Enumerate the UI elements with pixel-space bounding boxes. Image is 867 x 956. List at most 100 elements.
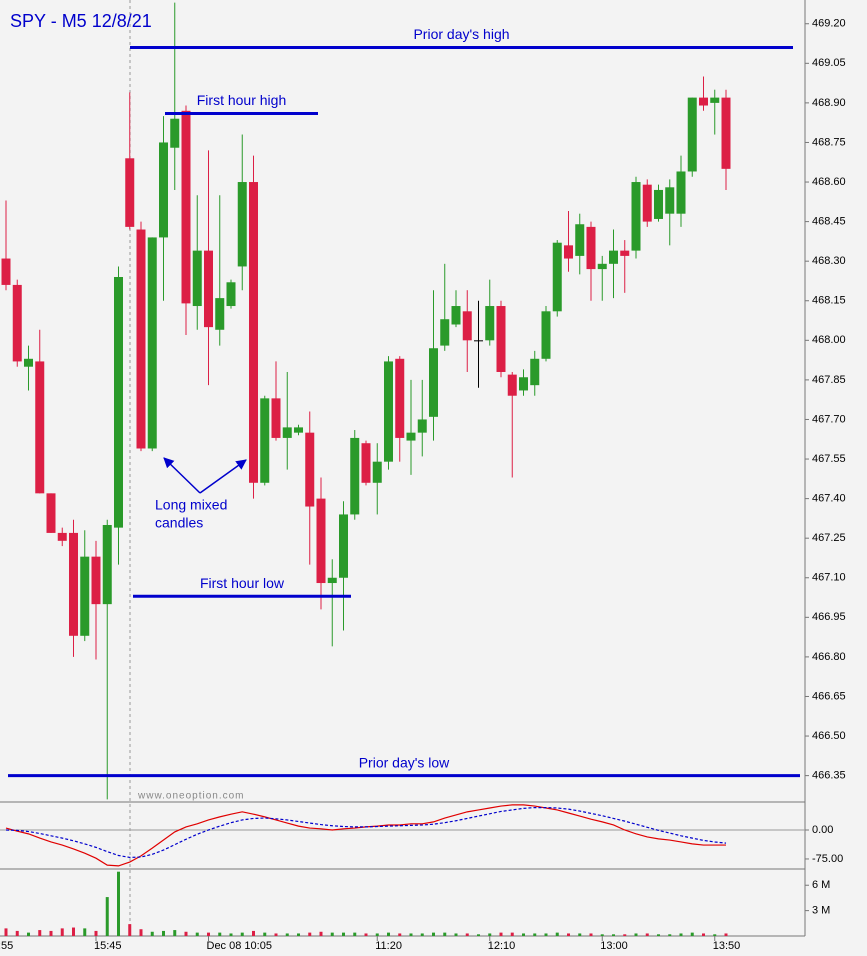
y-tick-label: 467.10: [812, 572, 846, 584]
volume-bar: [72, 927, 75, 936]
volume-bar: [195, 932, 199, 936]
candle-body: [564, 245, 573, 259]
volume-bar: [27, 932, 30, 936]
volume-bar: [330, 932, 334, 936]
y-tick-label: 468.30: [812, 255, 846, 267]
y-tick-label: 466.50: [812, 730, 846, 742]
volume-bar: [4, 928, 8, 936]
y-tick-label: -75.00: [812, 853, 843, 865]
volume-bar: [623, 934, 627, 936]
volume-bar: [589, 933, 593, 936]
candle-body: [429, 348, 438, 417]
y-tick-label: 469.20: [812, 18, 846, 30]
candle-body: [237, 182, 247, 267]
candle-body: [35, 361, 45, 494]
volume-bar: [184, 931, 188, 936]
candle-body: [417, 419, 427, 433]
watermark: www.oneoption.com: [137, 791, 245, 802]
candle-body: [631, 182, 641, 251]
volume-bar: [297, 933, 300, 936]
candle-body: [215, 298, 225, 330]
volume-bar: [567, 933, 570, 936]
candle-body: [339, 514, 348, 578]
candle-body: [496, 306, 506, 372]
volume-bar: [645, 933, 649, 936]
candle-body: [462, 311, 472, 341]
y-tick-label: 0.00: [812, 824, 833, 836]
volume-bar: [578, 933, 582, 936]
volume-bar: [263, 932, 267, 936]
volume-bar: [49, 930, 53, 936]
candle-body: [586, 226, 596, 270]
volume-bar: [420, 933, 424, 936]
volume-bar: [162, 930, 165, 936]
candle-body: [384, 361, 393, 462]
y-tick-label: 468.60: [812, 176, 846, 188]
volume-bar: [139, 929, 143, 936]
volume-bar: [522, 933, 525, 936]
y-tick-label: 467.85: [812, 374, 846, 386]
x-tick-label: 13:50: [713, 940, 741, 952]
y-tick-label: 468.15: [812, 295, 846, 307]
volume-bar: [274, 933, 278, 936]
volume-bar: [612, 934, 615, 936]
candle-body: [136, 229, 146, 449]
volume-bar: [128, 924, 132, 936]
candle-body: [406, 432, 416, 441]
candle-body: [114, 277, 123, 528]
candle-body: [530, 358, 540, 386]
candle-body: [361, 443, 371, 483]
candle-body: [260, 398, 270, 483]
volume-bar: [173, 930, 177, 936]
candle-body: [147, 237, 157, 449]
y-tick-label: 468.00: [812, 334, 846, 346]
candle-body: [654, 189, 663, 219]
candle-body: [271, 398, 281, 438]
volume-bar: [117, 871, 120, 936]
x-tick-label: :55: [0, 940, 13, 952]
volume-bar: [454, 933, 458, 936]
candle-body: [350, 437, 360, 515]
candle-body: [721, 97, 731, 169]
candle-body: [46, 493, 56, 533]
volume-bar: [15, 930, 19, 936]
chart-title: SPY - M5 12/8/21: [10, 11, 152, 31]
volume-bar: [465, 933, 469, 936]
candle-body: [507, 374, 517, 396]
candle-body: [575, 224, 585, 256]
candle-body: [102, 524, 112, 605]
candle-body: [609, 250, 618, 264]
volume-bar: [713, 934, 717, 936]
candle-body: [620, 250, 630, 256]
volume-bar: [600, 934, 604, 936]
y-tick-label: 467.40: [812, 493, 846, 505]
candle-body: [699, 97, 708, 106]
indicator-line: [5, 806, 727, 859]
level-label: First hour low: [200, 575, 285, 591]
candle-body: [687, 97, 697, 172]
candle-body: [316, 498, 326, 584]
volume-bar: [657, 934, 660, 936]
annotation: candles: [155, 515, 203, 531]
candle-body: [69, 532, 78, 636]
level-label: First hour high: [197, 92, 286, 108]
candle-body: [170, 118, 180, 148]
x-tick-label: Dec 08 10:05: [207, 940, 272, 952]
y-tick-label: 468.45: [812, 216, 846, 228]
volume-bar: [668, 934, 672, 936]
y-tick-label: 466.65: [812, 690, 846, 702]
candle-body: [192, 250, 202, 307]
volume-bar: [702, 933, 705, 936]
indicator-line: [5, 804, 726, 867]
candle-body: [485, 306, 495, 341]
candle-body: [159, 142, 168, 238]
y-tick-label: 467.55: [812, 453, 846, 465]
candle-body: [710, 97, 720, 103]
candle-body: [226, 282, 236, 307]
y-tick-label: 469.05: [812, 57, 846, 69]
volume-bar: [555, 932, 559, 936]
volume-bar: [218, 932, 222, 936]
y-tick-label: 467.70: [812, 413, 846, 425]
volume-bar: [375, 933, 379, 936]
